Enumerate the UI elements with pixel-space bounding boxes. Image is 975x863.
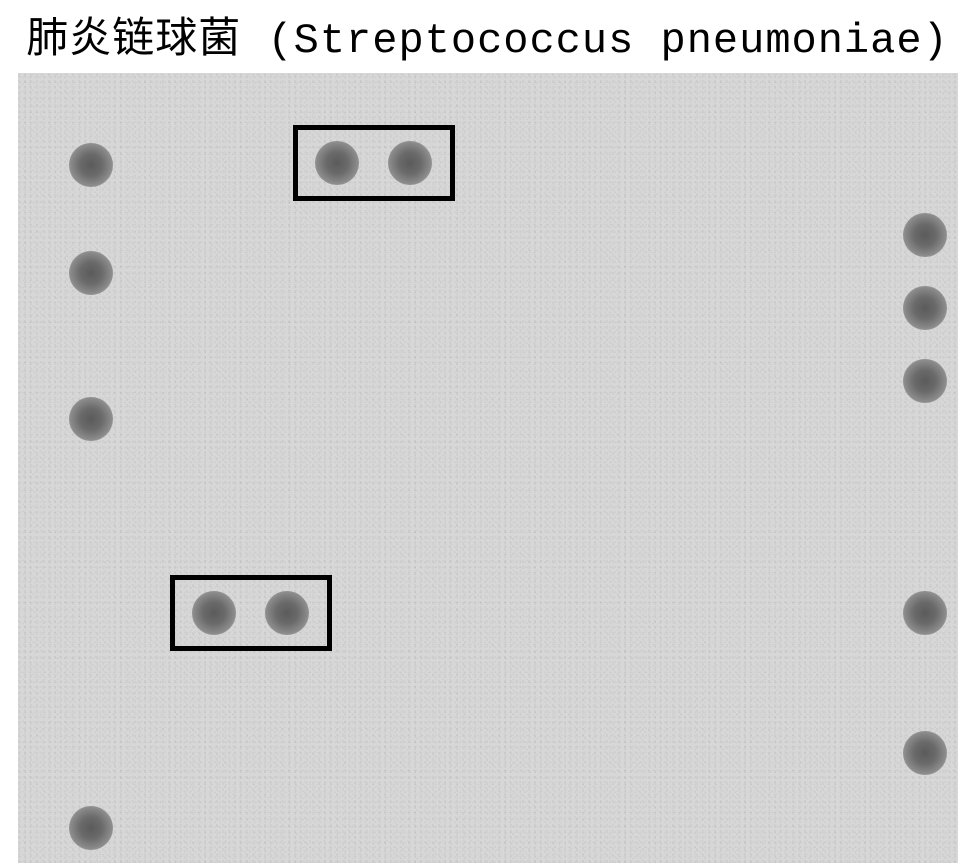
noise-texture bbox=[18, 73, 958, 863]
blot-dot bbox=[69, 143, 113, 187]
blot-dot bbox=[903, 359, 947, 403]
blot-dot bbox=[69, 251, 113, 295]
blot-dot bbox=[903, 591, 947, 635]
dot-blot-area bbox=[18, 73, 958, 863]
blot-dot bbox=[69, 397, 113, 441]
blot-dot bbox=[903, 731, 947, 775]
figure-title: 肺炎链球菌 (Streptococcus pneumoniae) bbox=[0, 0, 975, 73]
blot-dot bbox=[903, 286, 947, 330]
blot-dot bbox=[903, 213, 947, 257]
highlight-box bbox=[170, 575, 332, 651]
blot-dot bbox=[69, 806, 113, 850]
highlight-box bbox=[293, 125, 455, 201]
